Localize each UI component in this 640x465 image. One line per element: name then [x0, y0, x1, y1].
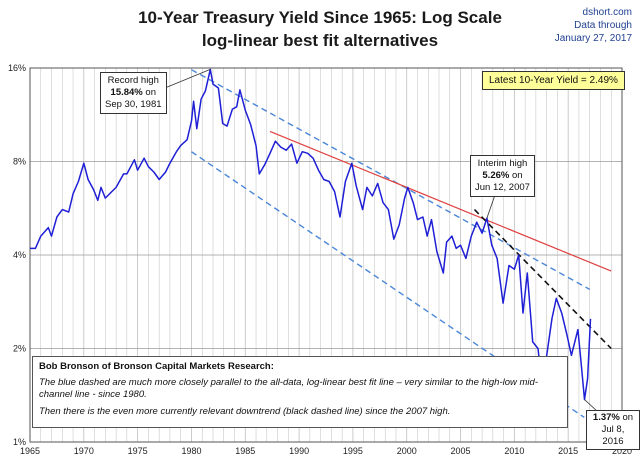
- low-on: on: [619, 412, 634, 423]
- low-leader: [584, 399, 599, 413]
- record-high-label: Record high: [107, 75, 159, 86]
- x-tick-label: 2005: [451, 446, 471, 456]
- y-tick-label: 16%: [8, 63, 26, 73]
- y-tick-label: 4%: [13, 250, 26, 260]
- record-high-date: Sep 30, 1981: [105, 99, 162, 110]
- fit-line-black-dashed: [473, 209, 612, 350]
- x-tick-label: 1990: [289, 446, 309, 456]
- x-tick-label: 2000: [397, 446, 417, 456]
- interim-high-date: Jun 12, 2007: [475, 182, 530, 193]
- fit-line-blue-dashed: [191, 69, 591, 290]
- x-tick-label: 1980: [181, 446, 201, 456]
- chart-subtitle: log-linear best fit alternatives: [201, 31, 439, 50]
- commentary-box: Bob Bronson of Bronson Capital Markets R…: [32, 356, 568, 428]
- x-tick-label: 1985: [235, 446, 255, 456]
- interim-high-value: 5.26%: [482, 170, 510, 181]
- low-date: Jul 8, 2016: [601, 424, 625, 447]
- yield-line: [30, 68, 592, 401]
- source-data-through: Data through: [574, 20, 632, 31]
- record-high-value: 15.84%: [110, 87, 143, 98]
- x-tick-label: 1995: [343, 446, 363, 456]
- y-tick-label: 1%: [13, 437, 26, 447]
- x-tick-label: 1965: [20, 446, 40, 456]
- y-tick-label: 2%: [13, 344, 26, 354]
- fit-line-red: [269, 130, 612, 272]
- commentary-heading: Bob Bronson of Bronson Capital Markets R…: [39, 361, 274, 372]
- x-tick-label: 1975: [128, 446, 148, 456]
- x-tick-label: 2020: [612, 446, 632, 456]
- low-value: 1.37%: [592, 412, 620, 423]
- interim-high-label: Interim high: [477, 158, 528, 169]
- yield-series: [30, 68, 592, 401]
- record-high-callout: Record high 15.84% on Sep 30, 1981: [100, 72, 167, 114]
- source-site: dshort.com: [582, 7, 632, 18]
- chart-title: 10-Year Treasury Yield Since 1965: Log S…: [138, 8, 502, 27]
- plot-area-frame: [29, 67, 623, 443]
- commentary-paragraph-1: The blue dashed are much more closely pa…: [39, 377, 538, 400]
- latest-yield-badge: Latest 10-Year Yield = 2.49%: [482, 71, 625, 90]
- record-high-on: on: [142, 87, 156, 98]
- y-tick-label: 8%: [13, 157, 26, 167]
- interim-high-callout: Interim high 5.26% on Jun 12, 2007: [470, 155, 535, 197]
- x-tick-label: 2010: [504, 446, 524, 456]
- callout-leaders: [159, 68, 599, 413]
- source-date: January 27, 2017: [554, 33, 632, 44]
- commentary-paragraph-2: Then there is the even more currently re…: [39, 406, 451, 417]
- low-callout: 1.37% on Jul 8, 2016: [586, 410, 640, 450]
- interim-high-leader: [486, 194, 496, 219]
- record-high-leader: [159, 68, 211, 91]
- interim-high-on: on: [509, 170, 523, 181]
- x-tick-label: 1970: [74, 446, 94, 456]
- axis-ticks: 1% 2% 4% 8% 16% 1965 1970 1975 1980 1985 1990 1995 2…: [8, 63, 632, 456]
- source-info: dshort.com Data through January 27, 2017: [555, 6, 632, 45]
- x-tick-label: 2015: [558, 446, 578, 456]
